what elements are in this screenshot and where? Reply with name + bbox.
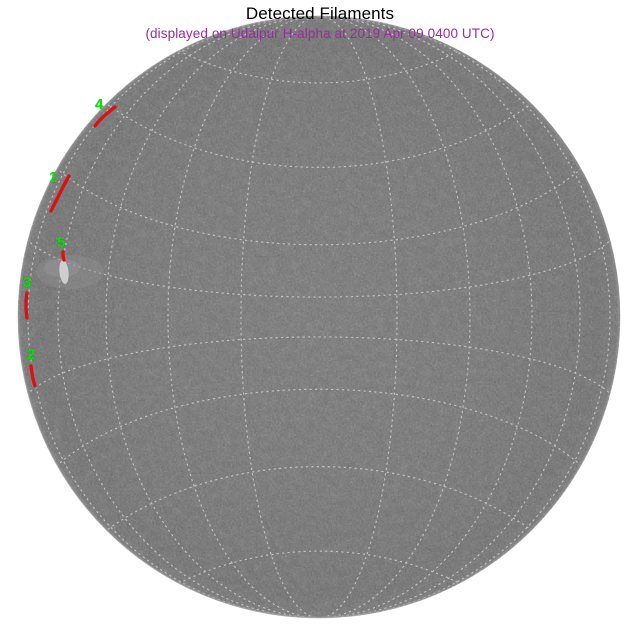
filament-label-3[interactable]: 3 [23,274,32,291]
filament-label-1[interactable]: 1 [49,169,58,186]
filament-label-4[interactable]: 4 [95,96,104,113]
filament-markers-group [24,105,117,388]
filament-path-1[interactable] [49,174,71,213]
grid-parallels [18,37,620,618]
filament-label-5[interactable]: 5 [57,234,66,251]
dark-filament-trace [59,260,69,284]
filament-path-4[interactable] [93,105,117,128]
limb-edge [17,15,621,619]
filament-path-3[interactable] [24,291,29,320]
filament-path-5[interactable] [61,250,66,262]
filament-path-2[interactable] [29,364,37,388]
heliographic-grid [18,16,620,618]
bright-feature-region [36,255,104,289]
filament-label-2[interactable]: 2 [27,346,36,363]
granulation-texture [18,16,620,618]
